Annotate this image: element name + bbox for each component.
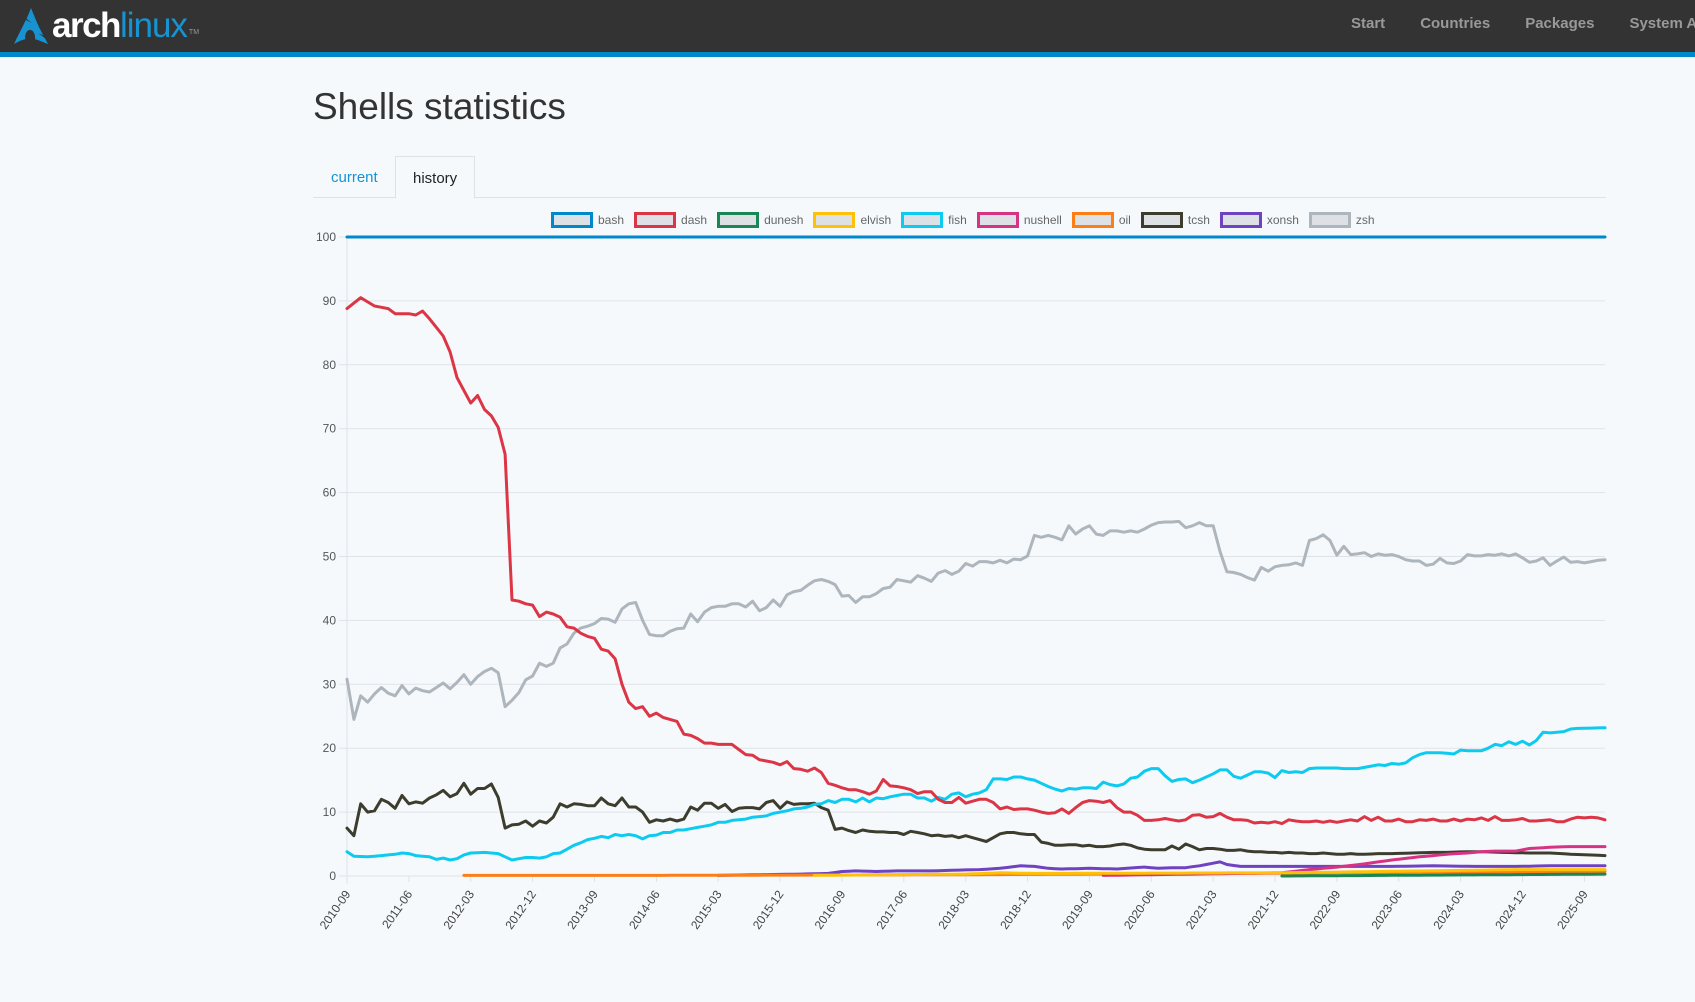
legend-label: zsh (1355, 213, 1375, 227)
y-tick-label: 30 (323, 677, 337, 691)
nav-packages[interactable]: Packages (1525, 15, 1595, 32)
legend-item-nushell[interactable]: nushell (976, 212, 1062, 228)
x-tick-label: 2024-12 (1492, 887, 1529, 931)
tab-history[interactable]: history (395, 156, 476, 199)
legend-swatch-fish (901, 212, 944, 228)
nav-countries[interactable]: Countries (1420, 15, 1491, 32)
nav-system-architecture[interactable]: System Architecture (1629, 15, 1695, 32)
x-tick-label: 2021-03 (1183, 887, 1220, 931)
x-tick-label: 2015-12 (750, 887, 787, 931)
legend-label: nushell (1023, 213, 1062, 227)
x-tick-label: 2018-12 (997, 887, 1034, 931)
series-line-fish (345, 726, 1607, 862)
legend-swatch-bash (551, 212, 593, 228)
arch-logo-icon (14, 8, 48, 44)
main-nav: Start Countries Packages System Architec… (1351, 15, 1695, 32)
x-tick-label: 2012-12 (502, 887, 539, 931)
series-line-elvish (813, 868, 1607, 877)
logo-text-linux: linux (119, 6, 188, 45)
series-line-tcsh (345, 781, 1607, 858)
x-tick-label: 2025-09 (1554, 887, 1591, 931)
series-line-zsh (345, 519, 1607, 721)
legend-item-bash[interactable]: bash (551, 212, 624, 228)
legend-item-dash[interactable]: dash (634, 212, 707, 228)
x-tick-label: 2020-06 (1121, 887, 1158, 931)
legend-label: tcsh (1187, 213, 1210, 227)
chart-legend: bash dash dunesh elvish fish nushell oil tcsh xo… (551, 212, 1385, 228)
top-navbar: arch linux TM Start Countries Packages Sys… (0, 0, 1695, 57)
legend-item-oil[interactable]: oil (1071, 212, 1131, 228)
legend-label: xonsh (1266, 213, 1299, 227)
y-tick-label: 10 (323, 805, 337, 819)
x-tick-label: 2017-06 (874, 887, 911, 931)
legend-swatch-dash (634, 212, 677, 228)
page-title: Shells statistics (313, 86, 566, 127)
y-tick-label: 70 (323, 422, 337, 436)
legend-swatch-tcsh (1140, 212, 1183, 228)
x-tick-label: 2013-09 (564, 887, 601, 931)
legend-item-dunesh[interactable]: dunesh (717, 212, 803, 228)
y-tick-label: 90 (323, 294, 337, 308)
nav-start[interactable]: Start (1351, 15, 1386, 32)
x-tick-label: 2015-03 (688, 887, 725, 931)
y-tick-label: 80 (323, 358, 337, 372)
x-tick-label: 2019-09 (1059, 887, 1096, 931)
y-tick-label: 50 (323, 550, 337, 564)
logo-trademark: TM (188, 28, 200, 36)
legend-swatch-xonsh (1219, 212, 1262, 228)
x-tick-label: 2014-06 (626, 887, 663, 931)
legend-label: dash (681, 213, 708, 227)
x-tick-label: 2010-09 (317, 887, 354, 931)
x-tick-label: 2012-03 (440, 887, 477, 931)
series-line-dunesh (1280, 872, 1607, 878)
legend-label: oil (1118, 213, 1131, 227)
logo-text-arch: arch (52, 6, 121, 45)
y-tick-label: 60 (323, 486, 337, 500)
x-tick-label: 2022-09 (1307, 887, 1344, 931)
legend-swatch-oil (1071, 212, 1114, 228)
x-tick-label: 2018-03 (935, 887, 972, 931)
legend-label: bash (598, 213, 625, 227)
y-tick-label: 20 (323, 741, 337, 755)
x-tick-label: 2024-03 (1430, 887, 1467, 931)
x-tick-label: 2011-06 (379, 887, 415, 931)
legend-item-zsh[interactable]: zsh (1308, 212, 1375, 228)
tab-current[interactable]: current (331, 169, 378, 186)
series-line-dash (345, 296, 1607, 826)
legend-label: elvish (860, 213, 892, 227)
y-tick-label: 0 (329, 869, 336, 883)
x-tick-label: 2021-12 (1245, 887, 1282, 931)
legend-swatch-nushell (976, 212, 1019, 228)
legend-item-fish[interactable]: fish (901, 212, 967, 228)
legend-item-xonsh[interactable]: xonsh (1219, 212, 1299, 228)
y-tick-label: 100 (316, 230, 336, 244)
tab-bar: current history (313, 156, 1606, 199)
legend-label: dunesh (764, 213, 804, 227)
legend-swatch-dunesh (717, 212, 760, 228)
legend-swatch-zsh (1308, 212, 1351, 228)
series-line-xonsh (716, 860, 1607, 877)
archlinux-logo[interactable]: arch linux TM (14, 6, 199, 46)
x-tick-label: 2016-09 (812, 887, 849, 931)
legend-label: fish (948, 213, 967, 227)
legend-item-tcsh[interactable]: tcsh (1140, 212, 1210, 228)
legend-item-elvish[interactable]: elvish (813, 212, 891, 228)
y-tick-label: 40 (323, 613, 337, 627)
legend-swatch-elvish (813, 212, 856, 228)
x-tick-label: 2023-06 (1368, 887, 1405, 931)
